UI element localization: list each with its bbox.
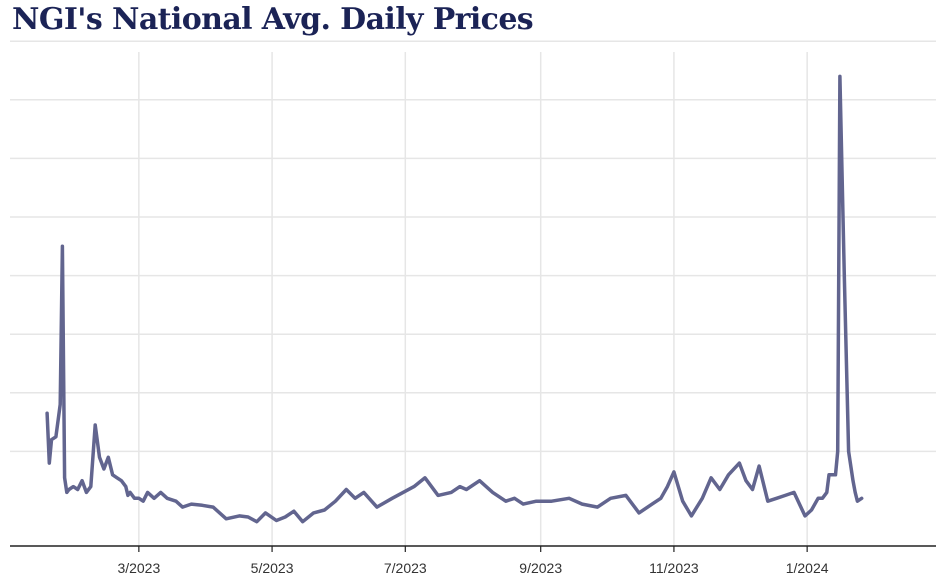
horizontal-gridlines [10,40,936,453]
x-axis-ticks: 3/2023 5/2023 7/2023 9/2023 11/2023 1/2024 [117,546,829,576]
x-tick-label: 1/2024 [786,560,829,576]
series-group [45,74,864,524]
vertical-gridlines [138,52,808,546]
x-tick-label: 11/2023 [649,560,699,576]
x-tick-label: 5/2023 [251,560,294,576]
x-tick-label: 3/2023 [117,560,160,576]
x-tick-label: 9/2023 [519,560,562,576]
x-tick-label: 7/2023 [384,560,427,576]
chart-title: NGI's National Avg. Daily Prices [12,2,534,37]
series-line [45,74,864,524]
